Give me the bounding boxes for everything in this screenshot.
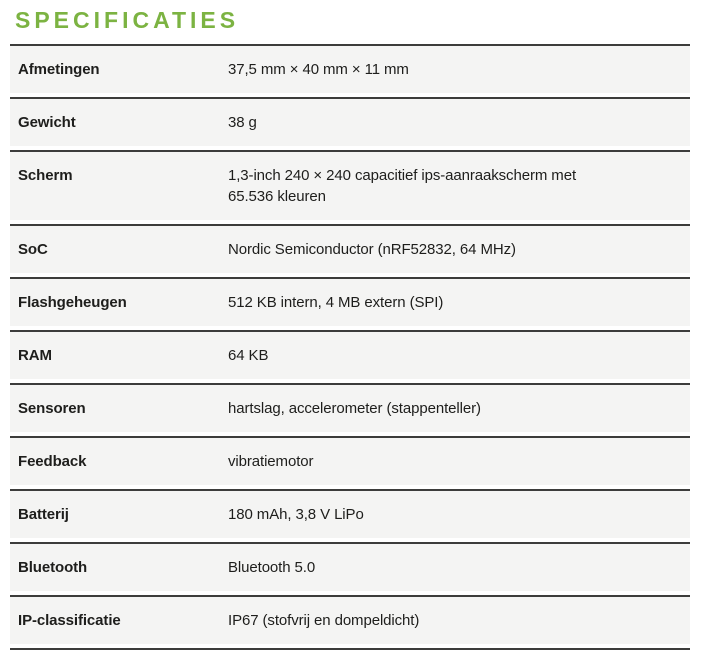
spec-label: SoC [18,241,48,258]
spec-value: Nordic Semiconductor (nRF52832, 64 MHz) [228,241,516,258]
spec-value: 38 g [228,114,257,131]
spec-label: Sensoren [18,400,86,417]
spec-value: vibratiemotor [228,453,314,470]
spec-value: 37,5 mm × 40 mm × 11 mm [228,61,409,78]
spec-row-feedback: Feedback vibratiemotor [10,436,690,485]
spec-label: IP-classificatie [18,612,121,629]
spec-value: Bluetooth 5.0 [228,559,316,576]
spec-label: Bluetooth [18,559,88,576]
spec-row-scherm: Scherm 1,3-inch 240 × 240 capacitief ips… [10,150,690,220]
spec-label: Feedback [18,453,87,470]
spec-row-bluetooth: Bluetooth Bluetooth 5.0 [10,542,690,591]
spec-row-sensoren: Sensoren hartslag, accelerometer (stappe… [10,383,690,432]
spec-row-afmetingen: Afmetingen 37,5 mm × 40 mm × 11 mm [10,44,690,93]
spec-row-gewicht: Gewicht 38 g [10,97,690,146]
spec-label: Flashgeheugen [18,294,127,311]
spec-row-flashgeheugen: Flashgeheugen 512 KB intern, 4 MB extern… [10,277,690,326]
spec-value: hartslag, accelerometer (stappenteller) [228,400,481,417]
spec-label: Afmetingen [18,61,100,78]
table-bottom-rule [10,648,690,650]
spec-value: IP67 (stofvrij en dompeldicht) [228,612,420,629]
spec-label: Gewicht [18,114,76,131]
spec-value: 512 KB intern, 4 MB extern (SPI) [228,294,444,311]
spec-row-soc: SoC Nordic Semiconductor (nRF52832, 64 M… [10,224,690,273]
spec-row-ram: RAM 64 KB [10,330,690,379]
spec-label: Scherm [18,167,73,184]
spec-label: RAM [18,347,52,364]
specifications-table: Afmetingen 37,5 mm × 40 mm × 11 mm Gewic… [10,44,690,650]
spec-value: 180 mAh, 3,8 V LiPo [228,506,364,523]
spec-row-batterij: Batterij 180 mAh, 3,8 V LiPo [10,489,690,538]
spec-value: 1,3-inch 240 × 240 capacitief ips-aanraa… [228,167,577,205]
spec-row-ip-classificatie: IP-classificatie IP67 (stofvrij en dompe… [10,595,690,644]
page-title: SPECIFICATIES [15,7,240,33]
spec-value: 64 KB [228,347,269,364]
spec-label: Batterij [18,506,69,523]
